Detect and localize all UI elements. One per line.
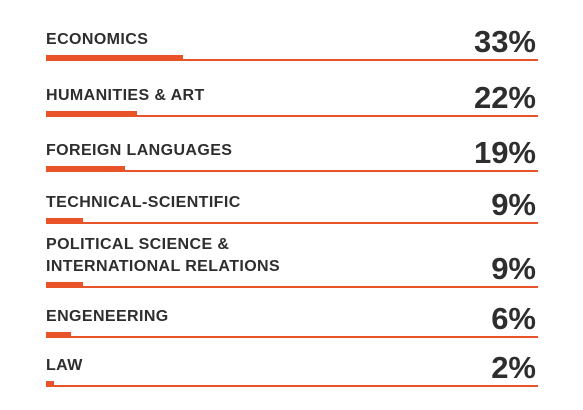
value-label: 19% — [473, 135, 536, 170]
category-label: POLITICAL SCIENCE & INTERNATIONAL RELATI… — [46, 236, 281, 275]
category-label: FOREIGN LANGUAGES — [46, 142, 233, 159]
bar — [46, 55, 183, 61]
chart-row: HUMANITIES & ART 22% — [46, 0, 538, 117]
baseline-line — [46, 336, 538, 338]
chart-row: LAW 2% — [46, 0, 538, 387]
value-label: 9% — [491, 251, 536, 286]
category-label: LAW — [46, 357, 83, 374]
chart-row: ECONOMICS 33% — [46, 0, 538, 61]
chart-row: FOREIGN LANGUAGES 19% — [46, 0, 538, 172]
value-label: 22% — [473, 80, 536, 115]
bar — [46, 282, 83, 288]
bar — [46, 111, 137, 117]
category-label: TECHNICAL-SCIENTIFIC — [46, 194, 241, 211]
baseline-line — [46, 286, 538, 288]
value-label: 2% — [491, 350, 536, 385]
category-label: ECONOMICS — [46, 31, 149, 48]
bar — [46, 218, 83, 224]
bar — [46, 166, 125, 172]
baseline-line — [46, 385, 538, 387]
chart-row: TECHNICAL-SCIENTIFIC 9% — [46, 0, 538, 224]
baseline-line — [46, 170, 538, 172]
bar — [46, 381, 54, 387]
chart-row: ENGENEERING 6% — [46, 0, 538, 338]
value-label: 6% — [491, 301, 536, 336]
baseline-line — [46, 59, 538, 61]
value-label: 9% — [491, 187, 536, 222]
value-label: 33% — [473, 24, 536, 59]
category-label: HUMANITIES & ART — [46, 87, 205, 104]
category-label: ENGENEERING — [46, 308, 169, 325]
bar — [46, 332, 71, 338]
baseline-line — [46, 115, 538, 117]
baseline-line — [46, 222, 538, 224]
chart-row: POLITICAL SCIENCE & INTERNATIONAL RELATI… — [46, 0, 538, 288]
